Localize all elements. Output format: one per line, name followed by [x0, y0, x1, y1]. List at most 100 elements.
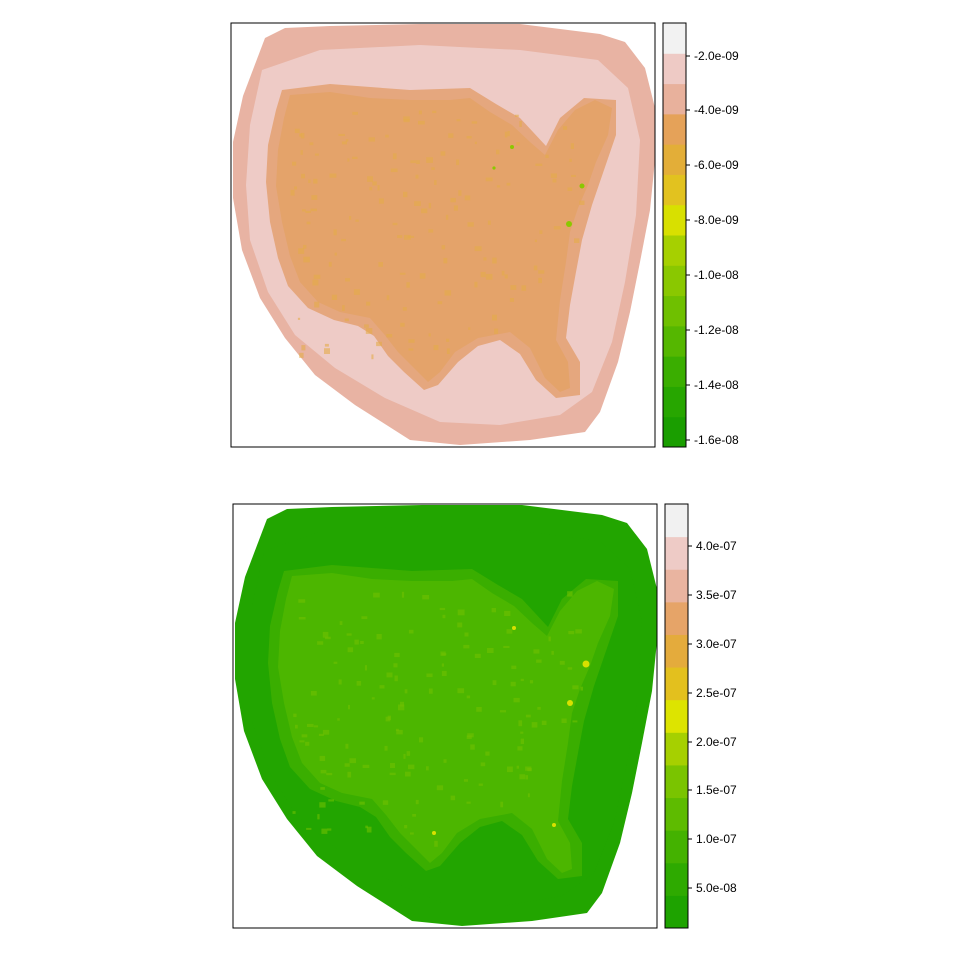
legend-swatch [665, 732, 688, 766]
speckle [418, 120, 425, 125]
speckle [371, 697, 375, 700]
speckle [333, 661, 338, 664]
speckle [428, 333, 431, 337]
speckle [491, 608, 496, 613]
speckle [326, 772, 333, 776]
speckle [360, 641, 364, 644]
bottom-map-frame [232, 503, 658, 929]
speckle [404, 689, 408, 694]
bottom-legend-tick-label: 1.0e-07 [696, 832, 737, 846]
speckle [504, 610, 511, 616]
speckle [567, 667, 573, 670]
speckle [408, 348, 414, 351]
speckle [426, 673, 433, 678]
speckle [436, 785, 444, 791]
speckle [298, 599, 306, 603]
speckle [510, 285, 517, 290]
speckle [394, 652, 400, 658]
speckle [416, 160, 420, 164]
speckle [466, 735, 472, 739]
legend-swatch [663, 416, 686, 448]
speckle [401, 591, 405, 598]
speckle [314, 301, 320, 308]
speckle [371, 354, 374, 360]
speckle [386, 295, 390, 301]
speckle [345, 278, 350, 282]
speckle [421, 208, 428, 214]
legend-swatch [665, 601, 688, 635]
speckle [464, 195, 471, 201]
speckle [422, 595, 430, 600]
speckle [400, 322, 405, 327]
speckle [572, 685, 579, 690]
speckle [367, 176, 373, 182]
legend-swatch [663, 295, 686, 327]
speckle [426, 766, 429, 771]
speckle [403, 191, 408, 198]
speckle [317, 641, 324, 645]
legend-swatch [663, 235, 686, 266]
speckle [412, 814, 416, 817]
speckle [570, 143, 574, 149]
speckle [496, 149, 500, 155]
speckle [366, 301, 371, 306]
legend-swatch [663, 265, 686, 297]
speckle [311, 195, 318, 200]
speckle [539, 230, 543, 234]
speckle [457, 688, 465, 694]
speckle [331, 294, 338, 300]
speckle [428, 688, 433, 694]
bottom-legend-swatches [665, 504, 688, 929]
legend-swatch [663, 23, 686, 54]
speckle [407, 235, 415, 238]
speckle [485, 177, 493, 182]
bottom-panel: 4.0e-07 3.5e-07 3.0e-07 2.5e-07 2.0e-07 … [232, 503, 737, 929]
speckle [527, 768, 532, 772]
legend-swatch [665, 634, 688, 668]
speckle [400, 701, 404, 707]
speckle [348, 704, 350, 710]
speckle [575, 629, 582, 634]
speckle [322, 729, 330, 735]
speckle [406, 282, 410, 288]
speckle [433, 345, 439, 351]
speckle [324, 348, 330, 354]
speckle [319, 755, 326, 761]
speckle [496, 185, 501, 188]
speckle [533, 649, 540, 654]
speckle [487, 648, 494, 653]
speckle [410, 832, 414, 835]
hotspot [510, 145, 514, 149]
speckle [301, 345, 306, 351]
speckle [516, 142, 520, 146]
top-legend-ticks [686, 55, 690, 441]
speckle [503, 645, 510, 648]
speckle [494, 328, 499, 334]
speckle [414, 201, 421, 206]
speckle [501, 270, 505, 276]
speckle [567, 187, 573, 191]
speckle [396, 729, 403, 735]
speckle [307, 723, 314, 727]
speckle [458, 190, 462, 196]
speckle [441, 670, 447, 676]
speckle [345, 743, 349, 749]
top-legend-tick-label: -1.6e-08 [694, 433, 739, 447]
speckle [415, 174, 419, 179]
speckle [305, 210, 311, 213]
speckle [456, 119, 461, 122]
bottom-legend-tick-label: 2.5e-07 [696, 686, 737, 700]
speckle [355, 219, 359, 222]
speckle [318, 733, 324, 736]
speckle [333, 229, 337, 236]
speckle [563, 126, 568, 130]
speckle [353, 289, 360, 295]
bottom-map-hotspots [432, 626, 590, 835]
speckle [527, 793, 530, 798]
hotspot [432, 831, 436, 835]
bottom-map [235, 505, 657, 926]
speckle [356, 681, 362, 686]
speckle [385, 134, 389, 138]
legend-swatch [663, 356, 686, 387]
speckle [574, 238, 580, 243]
